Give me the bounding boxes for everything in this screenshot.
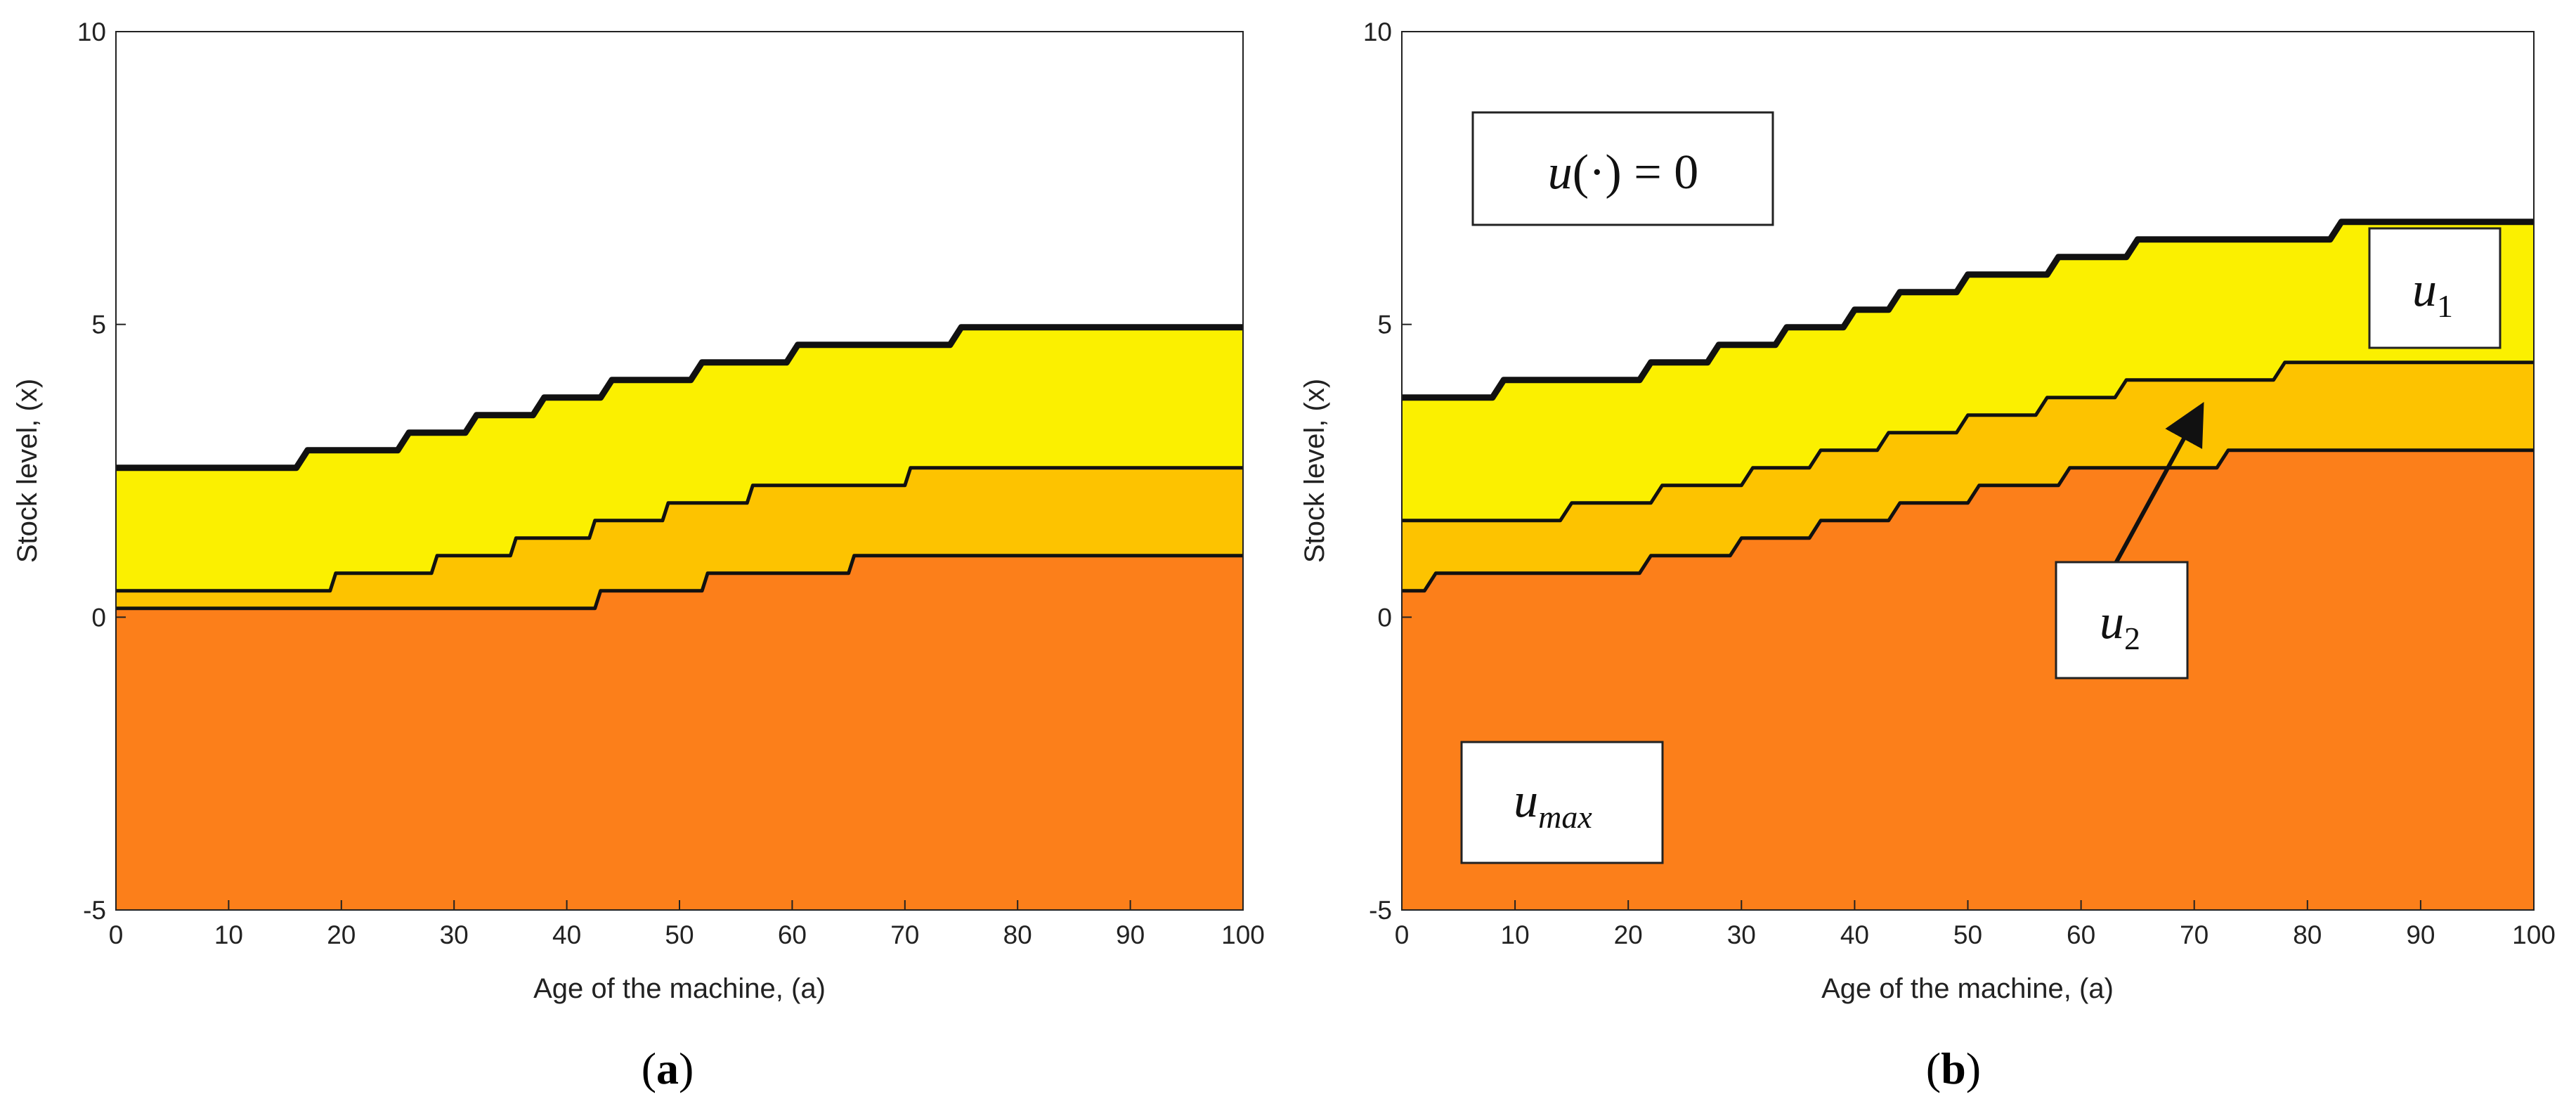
panel-b-caption-open: ( <box>1926 1043 1941 1093</box>
panel-a-region-zero <box>116 32 1243 468</box>
panel-b-boundary-2 <box>1402 360 2534 523</box>
panel-a-boundary-3 <box>116 324 1243 472</box>
label-umax-sub: max <box>1538 799 1592 835</box>
panel-b-x-tick-label: 100 <box>2512 921 2556 949</box>
panel-a-caption-open: ( <box>642 1043 656 1093</box>
label-u2-arrow <box>2113 401 2204 566</box>
label-umax-box: umax <box>1460 741 1664 864</box>
label-zero-rest: (·) = 0 <box>1573 145 1698 200</box>
panel-a-x-tick-label: 70 <box>890 921 919 949</box>
panel-b-region-umax <box>1402 450 2534 910</box>
panel-b-x-axis-title: Age of the machine, (a) <box>1821 973 2114 1004</box>
panel-a-x-tick-label: 90 <box>1116 921 1145 949</box>
svg-text:u2: u2 <box>2100 595 2140 656</box>
label-u1-sub: 1 <box>2437 288 2453 324</box>
panel-b-regions <box>1402 32 2534 910</box>
panel-b-x-tick-label: 0 <box>1395 921 1410 949</box>
panel-b-x-tick-label: 10 <box>1501 921 1530 949</box>
panel-b-y-axis-title: Stock level, (x) <box>1299 379 1330 563</box>
panel-b-caption-close: ) <box>1966 1043 1981 1093</box>
panel-b-x-tick-label: 40 <box>1840 921 1869 949</box>
panel-a-caption-letter: a <box>656 1043 679 1093</box>
panel-b-boundary-1 <box>1402 448 2534 593</box>
panel-b-x-tick-label: 80 <box>2293 921 2322 949</box>
panel-a-region-u1 <box>116 327 1243 591</box>
panel-a-x-tick-label: 10 <box>214 921 243 949</box>
panel-a-boundary-2 <box>116 466 1243 593</box>
label-zero-base: u <box>1548 145 1573 200</box>
panel-a-x-tick-label: 40 <box>552 921 581 949</box>
panel-b-caption-letter: b <box>1941 1043 1966 1093</box>
label-u2-sub: 2 <box>2124 620 2140 656</box>
panel-b-boundaries <box>1402 219 2534 593</box>
panel-a-y-tick-label: 5 <box>91 311 106 339</box>
label-umax-base: u <box>1514 774 1538 828</box>
panel-b-y-tick-label: -5 <box>1369 896 1392 925</box>
panel-a-x-tick-label: 100 <box>1221 921 1265 949</box>
panel-a-x-tick-label: 30 <box>440 921 469 949</box>
panel-a-caption: (a) <box>642 1043 694 1093</box>
svg-text:u(·) = 0: u(·) = 0 <box>1548 145 1698 200</box>
panel-a-y-tick-label: 10 <box>77 18 106 46</box>
panel-a-regions <box>116 32 1243 910</box>
panel-b-x-tick-label: 60 <box>2067 921 2095 949</box>
panel-a-x-tick-label: 0 <box>109 921 124 949</box>
panel-a-x-tick-label: 60 <box>778 921 807 949</box>
panel-b-y-tick-label: 10 <box>1363 18 1392 46</box>
panel-a-boundary-1 <box>116 554 1243 611</box>
panel-a-y-axis-title: Stock level, (x) <box>12 379 43 563</box>
panel-b-region-u1 <box>1402 221 2534 521</box>
panel-a-y-tick-label: 0 <box>91 603 106 632</box>
panel-a-region-umax <box>116 555 1243 910</box>
panel-a-y-tick-label: -5 <box>83 896 106 925</box>
label-u2-base: u <box>2100 595 2124 649</box>
label-u1-base: u <box>2412 263 2437 317</box>
panel-b-x-tick-label: 30 <box>1727 921 1756 949</box>
panel-b-region-u2 <box>1402 362 2534 591</box>
panel-a-x-tick-label: 80 <box>1003 921 1032 949</box>
panel-a-x-tick-label: 20 <box>327 921 356 949</box>
panel-b-caption: (b) <box>1926 1043 1981 1093</box>
svg-text:u1: u1 <box>2412 263 2453 324</box>
panel-a-x-axis-title: Age of the machine, (a) <box>533 973 826 1004</box>
panel-b-x-tick-label: 90 <box>2406 921 2435 949</box>
svg-text:umax: umax <box>1514 774 1592 835</box>
panel-b-x-tick-label: 70 <box>2180 921 2209 949</box>
panel-a-x-tick-label: 50 <box>665 921 694 949</box>
label-u2-box: u2 <box>2055 561 2189 679</box>
panel-b-x-tick-label: 20 <box>1614 921 1643 949</box>
label-zero-box: u(·) = 0 <box>1471 111 1774 226</box>
panel-a-caption-close: ) <box>679 1043 694 1093</box>
panel-b-y-tick-label: 0 <box>1377 603 1392 632</box>
panel-b-x-tick-label: 50 <box>1953 921 1982 949</box>
panel-b-boundary-3 <box>1402 219 2534 401</box>
panel-a-boundaries <box>116 324 1243 611</box>
label-u1-box: u1 <box>2368 227 2502 349</box>
panel-b-y-tick-label: 5 <box>1377 311 1392 339</box>
